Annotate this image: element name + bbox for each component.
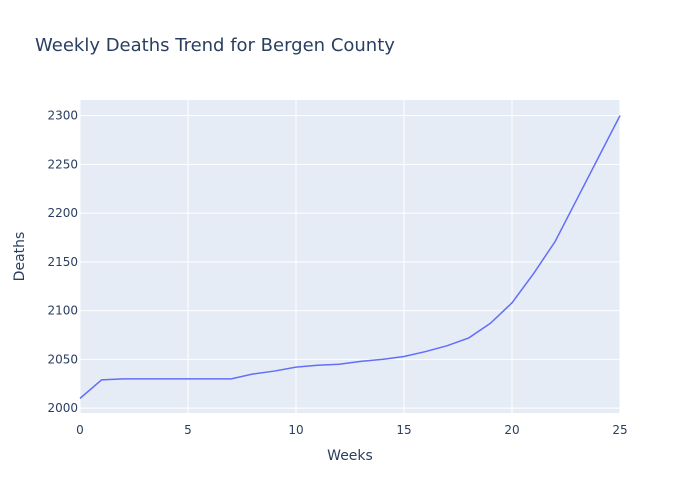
y-tick-label: 2250: [47, 157, 78, 171]
x-tick-label: 0: [76, 423, 84, 437]
series-line: [79, 115, 621, 399]
x-tick-label: 15: [396, 423, 411, 437]
x-axis-title: Weeks: [327, 448, 373, 464]
x-tick-label: 10: [288, 423, 303, 437]
x-tick-label: 25: [612, 423, 627, 437]
chart-title: Weekly Deaths Trend for Bergen County: [35, 35, 395, 56]
x-tick-label: 5: [184, 423, 192, 437]
y-tick-label: 2200: [47, 206, 78, 220]
y-axis-ticks: 2000 2050 2100 2150 2200 2250 2300: [47, 109, 78, 416]
plot-area: [80, 100, 620, 413]
x-axis-ticks: 0 5 10 15 20 25: [76, 423, 627, 437]
grid-lines: [79, 100, 621, 413]
y-tick-label: 2100: [47, 304, 78, 318]
y-tick-label: 2000: [47, 401, 78, 415]
x-tick-label: 20: [504, 423, 519, 437]
y-tick-label: 2050: [47, 352, 78, 366]
y-tick-label: 2150: [47, 255, 78, 269]
y-tick-label: 2300: [47, 109, 78, 123]
y-axis-title: Deaths: [12, 232, 28, 282]
